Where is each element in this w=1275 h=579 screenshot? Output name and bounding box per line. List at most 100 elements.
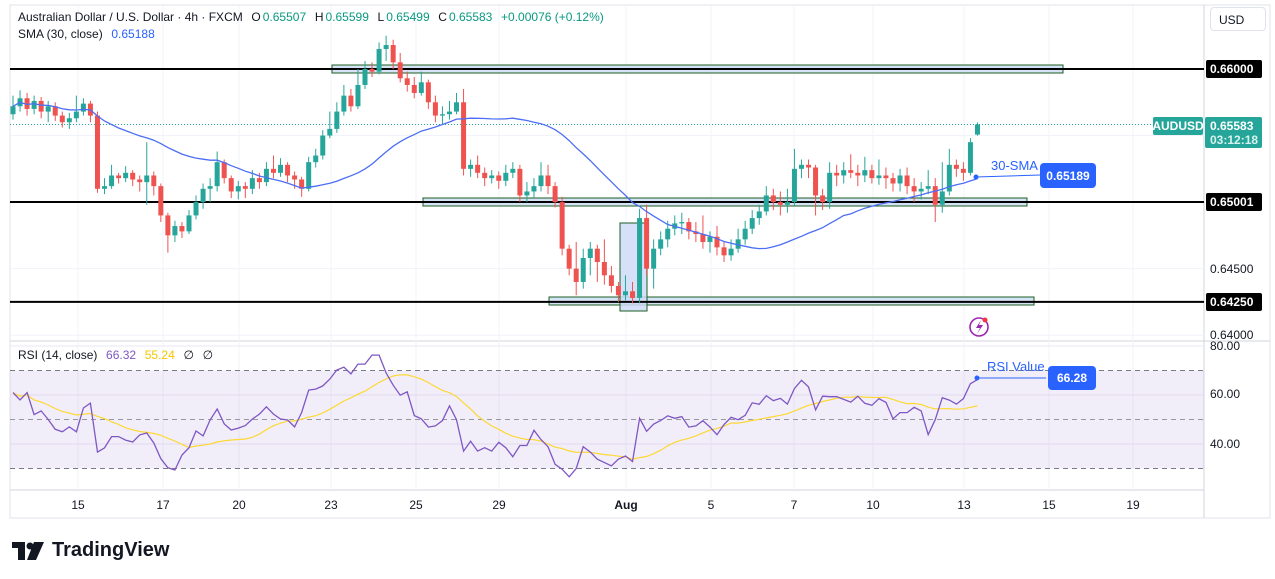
candle-body: [94, 115, 100, 189]
candle: [545, 164, 551, 195]
candle-body: [468, 164, 474, 169]
candle-body: [615, 285, 621, 296]
candle-body: [59, 115, 65, 123]
candle-body: [221, 162, 227, 179]
candle-body: [446, 111, 452, 115]
symbol-tag: [1153, 117, 1203, 135]
lightning-alert-icon[interactable]: [969, 317, 989, 337]
price-tick-064: 0.64000: [1210, 328, 1254, 342]
candle: [855, 164, 861, 187]
candle: [369, 62, 375, 77]
sma-legend-value: 0.65188: [111, 27, 155, 41]
candle: [967, 138, 973, 176]
candle: [517, 164, 523, 203]
candle: [862, 156, 868, 183]
candle-body: [552, 186, 558, 203]
candle: [10, 95, 16, 120]
candle: [285, 162, 291, 183]
candle: [299, 176, 305, 197]
tradingview-logo[interactable]: TradingView: [12, 539, 169, 562]
last-price-value: 0.65583: [1210, 119, 1254, 133]
candle-body: [482, 172, 488, 179]
candle-body: [566, 248, 572, 269]
candle: [489, 170, 495, 184]
candle: [601, 239, 607, 285]
rsi-ma-line: [12, 374, 978, 460]
candle-body: [390, 45, 396, 63]
candle: [31, 95, 37, 115]
candle-body: [939, 191, 945, 205]
candle-body: [601, 261, 607, 276]
candle: [461, 88, 467, 176]
candle: [559, 196, 565, 256]
rsi-legend-na-2: ∅: [202, 348, 214, 362]
candle: [334, 102, 340, 133]
candle-body: [841, 170, 847, 176]
candle-body: [341, 95, 347, 112]
candle-body: [306, 162, 312, 189]
candle: [130, 170, 136, 187]
candle-body: [376, 49, 382, 72]
candle-body: [538, 175, 544, 187]
candle-body: [102, 186, 108, 189]
candle: [510, 162, 516, 179]
open-label: O: [251, 10, 261, 24]
candle-body: [918, 188, 924, 192]
candle: [73, 95, 79, 123]
candle-body: [608, 275, 614, 286]
candle-body: [278, 164, 284, 173]
time-tick: 13: [957, 498, 971, 512]
high-label: H: [314, 10, 324, 24]
candle: [249, 170, 255, 195]
candle: [939, 162, 945, 213]
candle: [66, 112, 72, 129]
candle: [341, 84, 347, 116]
candle-body: [123, 172, 129, 179]
sma-annotation-dot[interactable]: [973, 174, 979, 180]
horizontal-levels[interactable]: [10, 68, 1204, 303]
currency-button[interactable]: USD: [1210, 7, 1266, 31]
candle-body: [270, 168, 276, 173]
candle: [207, 178, 213, 203]
candle: [974, 122, 980, 136]
candle: [418, 71, 424, 96]
candle-body: [214, 162, 220, 187]
candle: [721, 242, 727, 262]
candle: [306, 156, 312, 192]
candle-body: [587, 248, 593, 259]
candle: [890, 172, 896, 192]
candle: [651, 239, 657, 289]
candle-body: [953, 164, 959, 169]
sma-line: [12, 101, 978, 250]
candle: [45, 100, 51, 123]
candle-body: [517, 168, 523, 196]
sma-annotation-box[interactable]: [1040, 163, 1096, 188]
time-tick: 7: [790, 498, 798, 512]
candle-body: [967, 142, 973, 173]
candle: [615, 281, 621, 302]
symbol-title[interactable]: Australian Dollar / U.S. Dollar · 4h · F…: [18, 10, 243, 24]
time-tick: 19: [1126, 498, 1140, 512]
candle: [813, 164, 819, 216]
candle: [777, 191, 783, 216]
candle: [425, 79, 431, 109]
rsi-annotation-value: 66.28: [1057, 371, 1087, 385]
candle: [707, 231, 713, 253]
candle: [475, 155, 481, 179]
candle: [834, 164, 840, 187]
last-price-box: [1205, 117, 1262, 148]
rsi-annotation-dot[interactable]: [974, 375, 980, 381]
symbol-tag-text: AUDUSD: [1152, 119, 1204, 133]
candle-body: [299, 179, 305, 189]
candle-body: [31, 100, 37, 109]
rsi-annotation-box[interactable]: [1048, 366, 1096, 390]
candle-body: [545, 175, 551, 187]
time-tick: 20: [232, 498, 246, 512]
candle: [925, 170, 931, 195]
sma-legend[interactable]: SMA (30, close) 0.65188: [18, 27, 157, 41]
candle: [827, 162, 833, 209]
rsi-legend[interactable]: RSI (14, close) 66.32 55.24 ∅ ∅: [18, 348, 215, 362]
candle: [820, 188, 826, 211]
candle-body: [749, 218, 755, 229]
